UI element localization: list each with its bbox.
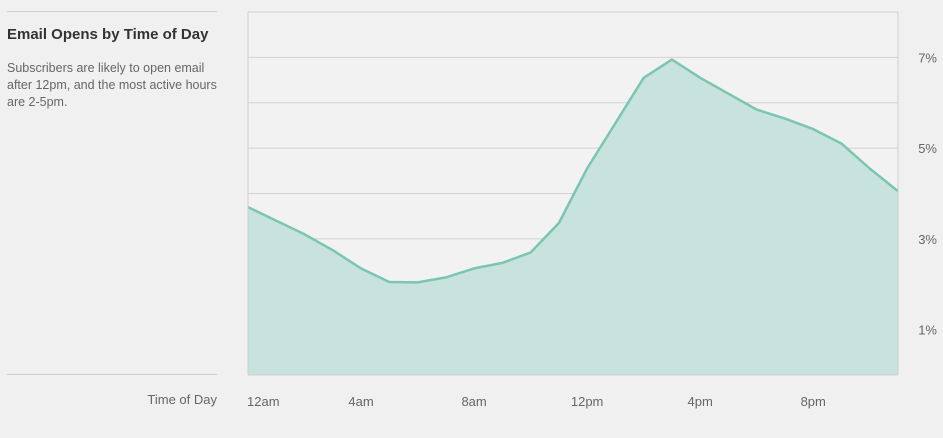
y-tick-label: 7% [918,50,937,65]
x-tick-label: 12pm [571,394,604,409]
series-line [247,58,899,284]
top-divider [7,11,217,12]
x-tick-label: 8pm [801,394,826,409]
bottom-divider [7,374,217,375]
y-tick-label: 1% [918,323,937,338]
y-tick-label: 5% [918,141,937,156]
chart-title: Email Opens by Time of Day [7,26,209,43]
x-axis-label: Time of Day [147,392,217,407]
series-area [248,59,898,375]
x-tick-label: 12am [247,394,280,409]
y-tick-label: 3% [918,232,937,247]
x-tick-label: 4pm [688,394,713,409]
x-tick-label: 8am [461,394,486,409]
x-tick-label: 4am [348,394,373,409]
chart-description: Subscribers are likely to open email aft… [7,61,217,109]
